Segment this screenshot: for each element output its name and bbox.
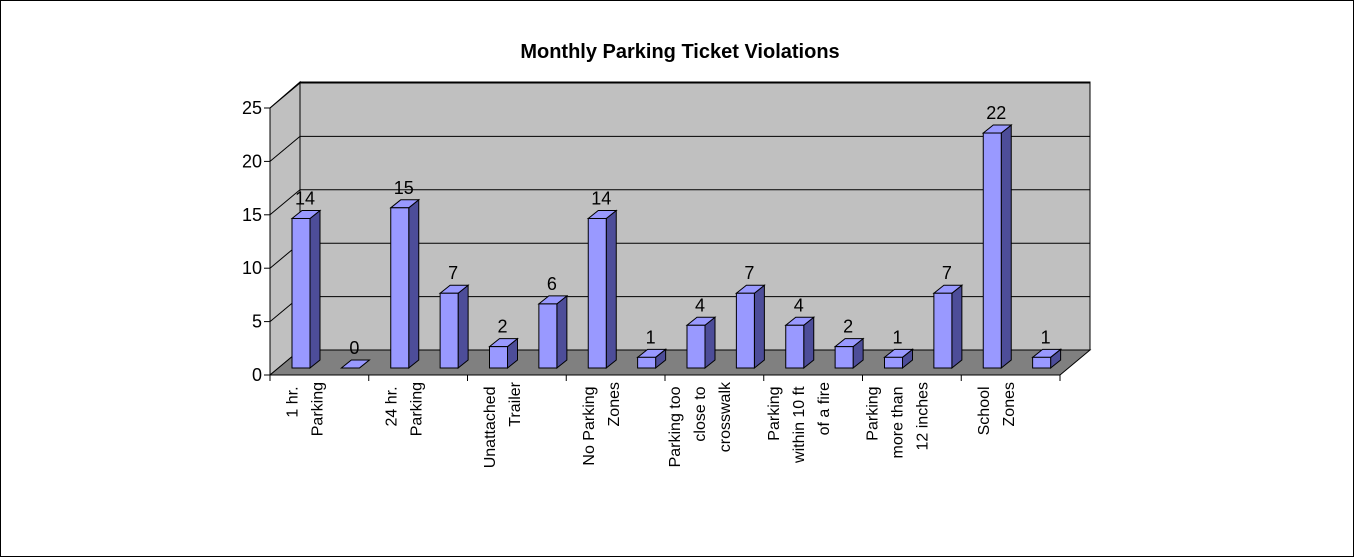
x-label-group: 24 hr. Parking xyxy=(383,382,425,436)
bar-side xyxy=(1000,123,1012,370)
x-label-group: School Zones xyxy=(976,382,1018,435)
y-tick-label: 0 xyxy=(252,365,262,385)
bar xyxy=(587,217,607,369)
bar xyxy=(735,292,755,369)
value-label: 22 xyxy=(986,103,1006,123)
x-label-group: No Parking Zones xyxy=(581,382,623,466)
value-label: 14 xyxy=(295,188,315,208)
value-label: 7 xyxy=(744,263,754,283)
x-tick-label: Parking too close to crosswalk xyxy=(667,381,734,467)
x-tick-label: No Parking Zones xyxy=(581,382,623,466)
value-label: 2 xyxy=(497,317,507,337)
bar-side xyxy=(704,316,716,370)
value-label: 4 xyxy=(695,295,705,315)
bar-side xyxy=(605,209,617,370)
x-tick-label: School Zones xyxy=(976,382,1018,435)
x-label-group: 1 hr. Parking xyxy=(285,382,327,436)
bar-side xyxy=(309,209,321,370)
value-label: 7 xyxy=(942,263,952,283)
bar xyxy=(637,356,657,369)
value-label: 0 xyxy=(349,338,359,358)
value-label: 1 xyxy=(892,327,902,347)
bar xyxy=(933,292,953,369)
y-tick-label: 25 xyxy=(242,98,262,118)
x-tick-label: 24 hr. Parking xyxy=(383,382,425,436)
bar-side xyxy=(753,284,765,370)
x-label-group: Parking too close to crosswalk xyxy=(667,381,734,467)
bar xyxy=(439,292,459,369)
bar xyxy=(489,346,508,369)
x-tick-label: Unattached Trailer xyxy=(482,381,524,468)
x-label-group: Parking within 10 ft of a fire xyxy=(766,382,833,464)
y-tick-label: 5 xyxy=(252,312,262,332)
bar xyxy=(291,217,311,369)
grid-line xyxy=(269,189,301,216)
bar-side xyxy=(408,198,420,370)
bar xyxy=(785,324,805,369)
bar xyxy=(834,346,854,369)
bar-side xyxy=(457,284,469,370)
value-label: 1 xyxy=(1041,327,1051,347)
grid-line xyxy=(269,82,301,109)
x-label-group: Unattached Trailer xyxy=(482,381,524,468)
bar xyxy=(884,356,903,369)
bar-side xyxy=(951,284,963,370)
floor xyxy=(268,349,1092,376)
value-label: 4 xyxy=(794,295,804,315)
value-label: 6 xyxy=(547,274,557,294)
value-label: 14 xyxy=(591,188,611,208)
bar xyxy=(982,132,1002,369)
value-label: 7 xyxy=(448,263,458,283)
y-tick-label: 20 xyxy=(242,151,262,171)
x-tick-label: Parking more than 12 inches xyxy=(865,382,932,458)
grid-line xyxy=(269,136,301,162)
bar-side xyxy=(803,316,815,370)
x-label-group: Parking more than 12 inches xyxy=(865,382,932,458)
bar xyxy=(538,303,558,369)
x-tick-label: Parking within 10 ft of a fire xyxy=(766,382,833,464)
y-tick-label: 10 xyxy=(242,258,262,278)
bar xyxy=(390,207,410,369)
chart-title: Monthly Parking Ticket Violations xyxy=(520,41,839,63)
y-tick-label: 15 xyxy=(242,205,262,225)
bar-side xyxy=(556,294,568,370)
bar xyxy=(1032,356,1052,369)
x-tick-label: 1 hr. Parking xyxy=(285,382,327,436)
value-label: 1 xyxy=(646,327,656,347)
value-label: 2 xyxy=(843,317,853,337)
bar-top xyxy=(339,359,371,369)
bar xyxy=(686,324,706,369)
value-label: 15 xyxy=(394,178,414,198)
